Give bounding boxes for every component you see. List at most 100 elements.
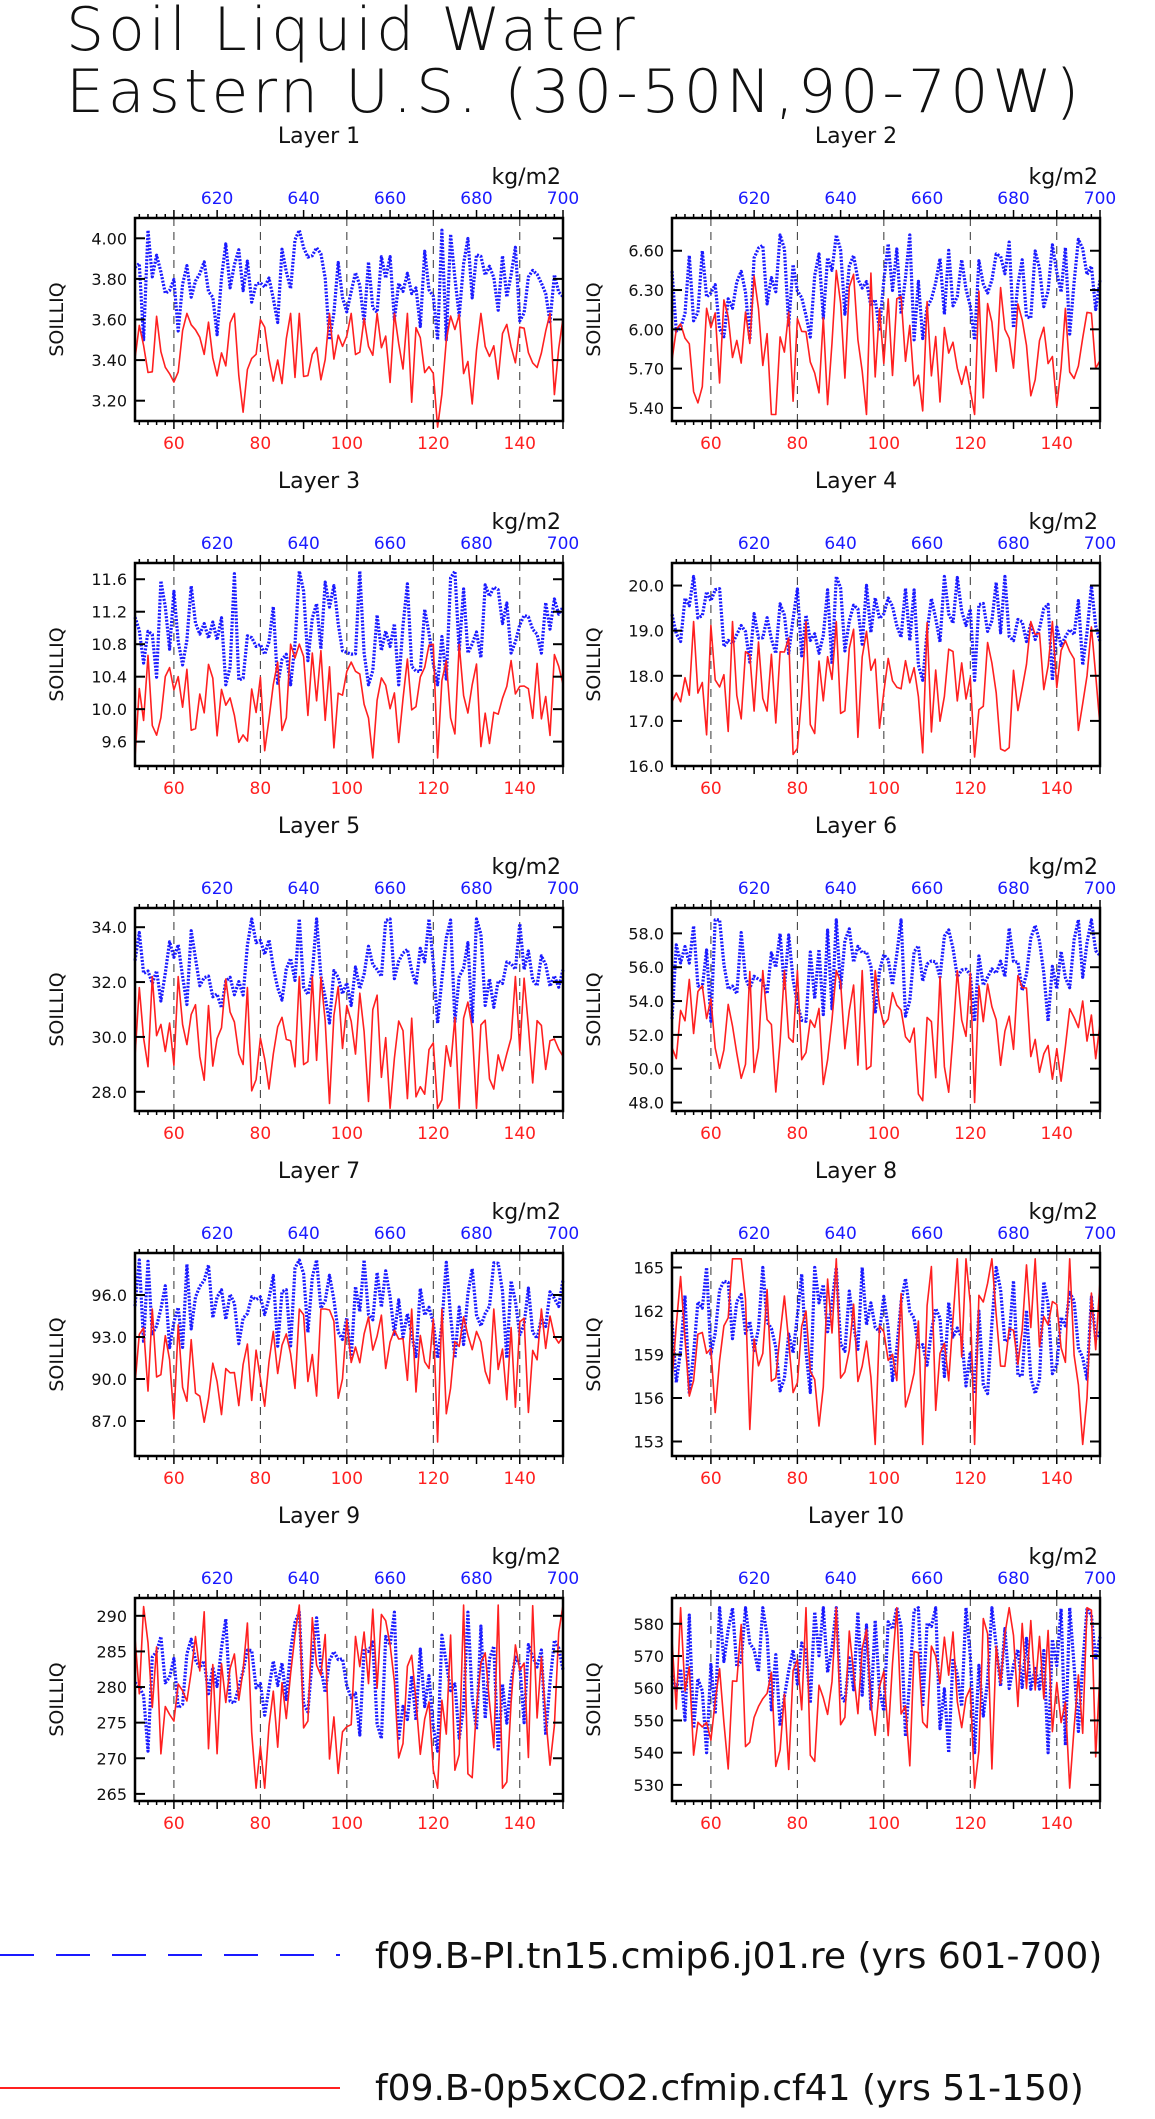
y-tick-label: 54.0 (628, 992, 664, 1011)
x-tick-label-bottom: 100 (331, 1124, 363, 1144)
panel-layer-4: Layer 4 kg/m2 SOILLIQ 16.0 17.0 18.0 19.0 20.0 6… (583, 469, 1116, 799)
x-tick-label-bottom: 60 (163, 1469, 185, 1489)
plot-frame (133, 216, 565, 423)
y-tick-label: 18.0 (628, 667, 664, 686)
panel-title: Layer 2 (815, 124, 897, 149)
x-tick-label-top: 620 (738, 1224, 770, 1244)
x-tick-label-top: 620 (738, 879, 770, 899)
y-tick-label: 11.6 (91, 570, 127, 589)
y-tick-label: 5.40 (628, 399, 664, 418)
panel-layer-10: Layer 10 kg/m2 SOILLIQ 530 540 550 560 570 580 60… (583, 1504, 1116, 1834)
x-tick-label-bottom: 100 (331, 1469, 363, 1489)
y-tick-label: 275 (96, 1714, 127, 1733)
x-tick-label-bottom: 140 (1041, 1469, 1073, 1489)
series-line-control (670, 574, 1102, 682)
x-tick-label-bottom: 60 (700, 1469, 722, 1489)
x-tick-label-bottom: 80 (787, 1469, 809, 1489)
x-tick-label-bottom: 80 (787, 434, 809, 454)
title-line-2: Eastern U.S. (30-50N,90-70W) (66, 57, 1084, 127)
x-tick-label-bottom: 100 (331, 1814, 363, 1834)
title-line-1: Soil Liquid Water (66, 0, 639, 65)
x-tick-label-bottom: 100 (331, 779, 363, 799)
x-tick-label-top: 620 (201, 879, 233, 899)
y-tick-label: 87.0 (91, 1412, 127, 1431)
units-label: kg/m2 (491, 165, 561, 190)
x-tick-label-bottom: 140 (504, 1469, 536, 1489)
x-tick-label-top: 640 (824, 1569, 856, 1589)
x-tick-label-bottom: 60 (700, 434, 722, 454)
x-tick-label-top: 660 (374, 1569, 406, 1589)
y-axis-label: SOILLIQ (583, 1317, 605, 1391)
x-tick-label-top: 620 (738, 1569, 770, 1589)
units-label: kg/m2 (1028, 165, 1098, 190)
y-tick-label: 6.30 (628, 281, 664, 300)
x-tick-label-bottom: 60 (163, 1124, 185, 1144)
y-tick-label: 10.4 (91, 668, 127, 687)
y-axis-label: SOILLIQ (583, 627, 605, 701)
y-tick-label: 156 (633, 1389, 664, 1408)
x-tick-label-top: 660 (911, 879, 943, 899)
x-tick-label-bottom: 120 (417, 1124, 449, 1144)
x-tick-label-top: 680 (997, 1569, 1029, 1589)
x-tick-label-bottom: 120 (417, 434, 449, 454)
x-tick-label-top: 680 (997, 534, 1029, 554)
units-label: kg/m2 (1028, 855, 1098, 880)
series-line-control (133, 569, 565, 687)
x-tick-label-top: 660 (911, 1569, 943, 1589)
x-tick-label-bottom: 140 (1041, 779, 1073, 799)
y-tick-label: 290 (96, 1607, 127, 1626)
x-tick-label-top: 680 (997, 879, 1029, 899)
y-axis-label: SOILLIQ (46, 972, 68, 1046)
x-tick-label-bottom: 120 (954, 779, 986, 799)
y-tick-label: 3.40 (91, 351, 127, 370)
series-line-experiment (671, 620, 1101, 758)
y-tick-label: 19.0 (628, 622, 664, 641)
x-tick-label-bottom: 120 (417, 779, 449, 799)
y-tick-label: 48.0 (628, 1094, 664, 1113)
x-tick-label-bottom: 120 (954, 434, 986, 454)
plot-frame (133, 1251, 565, 1458)
y-tick-label: 560 (633, 1679, 664, 1698)
x-tick-label-bottom: 80 (250, 1124, 272, 1144)
y-axis-label: SOILLIQ (46, 282, 68, 356)
series-line-control (670, 1265, 1102, 1396)
x-tick-label-bottom: 140 (504, 779, 536, 799)
series-line-experiment (671, 969, 1101, 1104)
y-tick-label: 540 (633, 1744, 664, 1763)
series-line-control (133, 1610, 565, 1753)
y-tick-label: 30.0 (91, 1028, 127, 1047)
x-tick-label-top: 680 (460, 879, 492, 899)
panel-title: Layer 5 (278, 814, 360, 839)
series-line-experiment (671, 1258, 1101, 1446)
units-label: kg/m2 (1028, 1545, 1098, 1570)
x-tick-label-top: 700 (1084, 879, 1116, 899)
panel-title: Layer 10 (808, 1504, 904, 1529)
y-tick-label: 34.0 (91, 918, 127, 937)
x-tick-label-bottom: 60 (163, 434, 185, 454)
series-line-control (670, 1606, 1102, 1755)
panel-title: Layer 7 (278, 1159, 360, 1184)
y-tick-label: 3.60 (91, 311, 127, 330)
x-tick-label-top: 640 (824, 534, 856, 554)
x-tick-label-top: 680 (997, 189, 1029, 209)
x-tick-label-top: 680 (460, 189, 492, 209)
x-tick-label-top: 700 (1084, 1224, 1116, 1244)
series-line-experiment (134, 1604, 564, 1789)
x-tick-label-top: 640 (287, 1224, 319, 1244)
units-label: kg/m2 (491, 1200, 561, 1225)
panel-layer-5: Layer 5 kg/m2 SOILLIQ 28.0 30.0 32.0 34.0 60 80 1… (46, 814, 579, 1144)
series-line-experiment (134, 1308, 564, 1443)
x-tick-label-top: 640 (287, 534, 319, 554)
x-tick-label-top: 680 (460, 1569, 492, 1589)
y-axis-label: SOILLIQ (46, 627, 68, 701)
units-label: kg/m2 (1028, 510, 1098, 535)
y-tick-label: 10.8 (91, 635, 127, 654)
panel-title: Layer 4 (815, 469, 897, 494)
panel-layer-8: Layer 8 kg/m2 SOILLIQ 153 156 159 162 165 60 80 10… (583, 1159, 1116, 1489)
series-line-control (133, 228, 565, 342)
x-tick-label-bottom: 120 (417, 1814, 449, 1834)
x-tick-label-bottom: 120 (417, 1469, 449, 1489)
y-tick-label: 6.00 (628, 320, 664, 339)
x-tick-label-bottom: 80 (250, 779, 272, 799)
panel-layer-1: Layer 1 kg/m2 SOILLIQ 3.20 3.40 3.60 3.80 4.00 6… (46, 124, 579, 454)
